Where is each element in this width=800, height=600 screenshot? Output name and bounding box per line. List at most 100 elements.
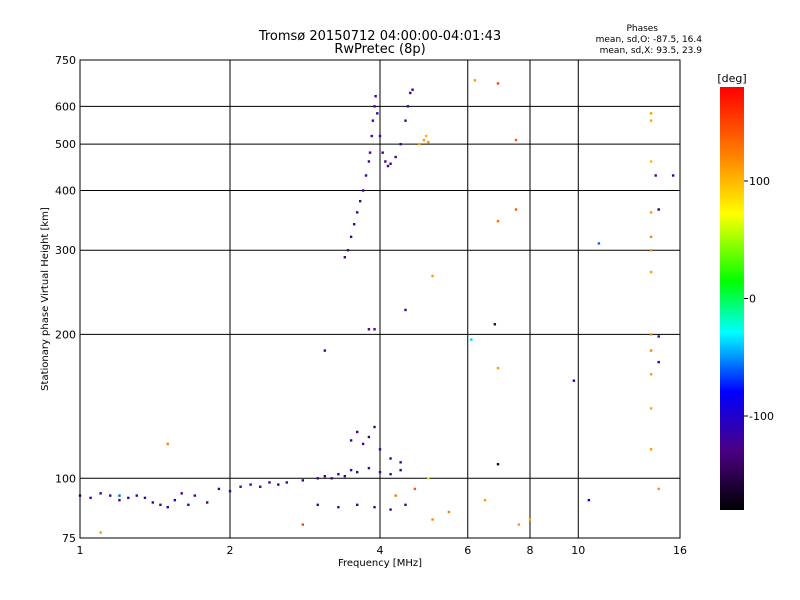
echo-point-x: [649, 333, 653, 336]
echo-point-x: [470, 338, 473, 341]
echo-point-x: [657, 487, 660, 491]
echo-point-o: [89, 496, 92, 500]
echo-point-o: [323, 475, 327, 478]
echo-point-o: [151, 501, 155, 504]
echo-point-o: [378, 448, 382, 451]
echo-point-o: [367, 466, 371, 470]
echo-point-x: [657, 335, 660, 338]
echo-point-x: [657, 360, 660, 364]
echo-point-x: [572, 379, 576, 382]
echo-point-o: [127, 496, 130, 500]
echo-point-o: [399, 461, 402, 464]
y-tick-labels: 75 100 200 300 400 500 600 750: [55, 54, 76, 545]
echo-point-x: [427, 140, 430, 144]
y-axis-label: Stationary phase Virtual Height [km]: [40, 207, 51, 391]
echo-point-o: [389, 162, 392, 165]
y-tick-label: 600: [55, 100, 76, 113]
echo-point-x: [413, 487, 417, 491]
echo-point-o: [378, 470, 382, 474]
echo-point-x: [514, 208, 518, 211]
echo-point-o: [349, 468, 353, 472]
echo-point-x: [394, 494, 397, 497]
echo-point-o: [355, 470, 359, 474]
echo-point-o: [370, 134, 373, 138]
phases-box-line1: mean, sd,O: -87.5, 16.4: [596, 35, 703, 45]
echo-point-o: [368, 151, 372, 154]
echo-point-o: [316, 503, 319, 507]
echo-point-x: [418, 142, 421, 146]
echo-point-o: [406, 105, 410, 108]
y-tick-label: 750: [55, 54, 76, 67]
echo-point-o: [239, 485, 242, 488]
echo-point-x: [649, 249, 653, 252]
colorbar-tick-label: 100: [749, 175, 770, 188]
echo-point-x: [447, 510, 451, 514]
echo-point-o: [376, 112, 379, 115]
echo-point-x: [649, 373, 653, 376]
echo-point-x: [654, 174, 657, 177]
echo-point-x: [649, 211, 653, 214]
points-layer: [78, 79, 675, 534]
x-tick-label: 4: [377, 544, 384, 557]
echo-point-x: [496, 82, 500, 85]
echo-point-o: [217, 487, 221, 491]
y-tick-label: 400: [55, 184, 76, 197]
echo-point-o: [404, 308, 407, 312]
echo-point-o: [371, 119, 375, 122]
echo-point-x: [649, 112, 653, 115]
echo-point-o: [316, 477, 319, 480]
echo-point-x: [166, 442, 169, 446]
echo-point-x: [496, 463, 500, 466]
y-tick-label: 200: [55, 328, 76, 341]
echo-point-o: [337, 472, 340, 476]
echo-point-x: [649, 160, 653, 163]
grid-layer: [80, 60, 680, 538]
echo-point-o: [343, 475, 347, 478]
echo-point-o: [384, 160, 387, 163]
echo-point-x: [528, 518, 532, 521]
echo-point-x: [649, 270, 653, 274]
echo-point-x: [514, 138, 518, 142]
echo-point-o: [135, 494, 138, 497]
echo-point-o: [259, 485, 262, 488]
echo-point-o: [277, 483, 280, 486]
echo-point-o: [118, 498, 121, 502]
echo-point-o: [285, 481, 288, 484]
colorbar: [720, 87, 744, 510]
echo-point-x: [483, 498, 487, 502]
x-tick-label: 1: [77, 544, 84, 557]
echo-point-o: [389, 472, 392, 476]
echo-point-x: [473, 79, 477, 82]
x-tick-labels: 1 2 4 6 8 10 16: [77, 544, 688, 557]
echo-point-o: [349, 235, 353, 239]
echo-point-o: [268, 481, 271, 484]
echo-point-o: [381, 151, 384, 154]
echo-point-o: [373, 425, 376, 429]
x-tick-label: 2: [227, 544, 234, 557]
echo-point-o: [187, 503, 190, 507]
echo-point-o: [399, 468, 402, 472]
echo-point-o: [367, 328, 371, 331]
echo-point-o: [249, 483, 252, 486]
echo-point-x: [649, 407, 653, 410]
echo-point-o: [355, 430, 359, 434]
echo-point-o: [180, 492, 183, 495]
y-tick-label: 300: [55, 244, 76, 257]
echo-point-x: [427, 477, 430, 480]
echo-point-o: [399, 142, 402, 146]
echo-point-o: [373, 505, 376, 509]
echo-point-o: [352, 223, 356, 226]
echo-point-o: [166, 505, 169, 509]
echo-point-x: [649, 448, 653, 451]
x-axis-label: Frequency [MHz]: [338, 558, 422, 569]
echo-point-x: [301, 523, 305, 526]
echo-point-o: [205, 501, 209, 504]
echo-point-o: [349, 439, 353, 442]
echo-point-o: [373, 328, 376, 331]
echo-point-o: [355, 211, 359, 214]
y-tick-label: 75: [62, 532, 76, 545]
echo-point-o: [337, 505, 340, 509]
colorbar-tick-label: 0: [749, 293, 756, 306]
plot-frame: [79, 59, 681, 539]
